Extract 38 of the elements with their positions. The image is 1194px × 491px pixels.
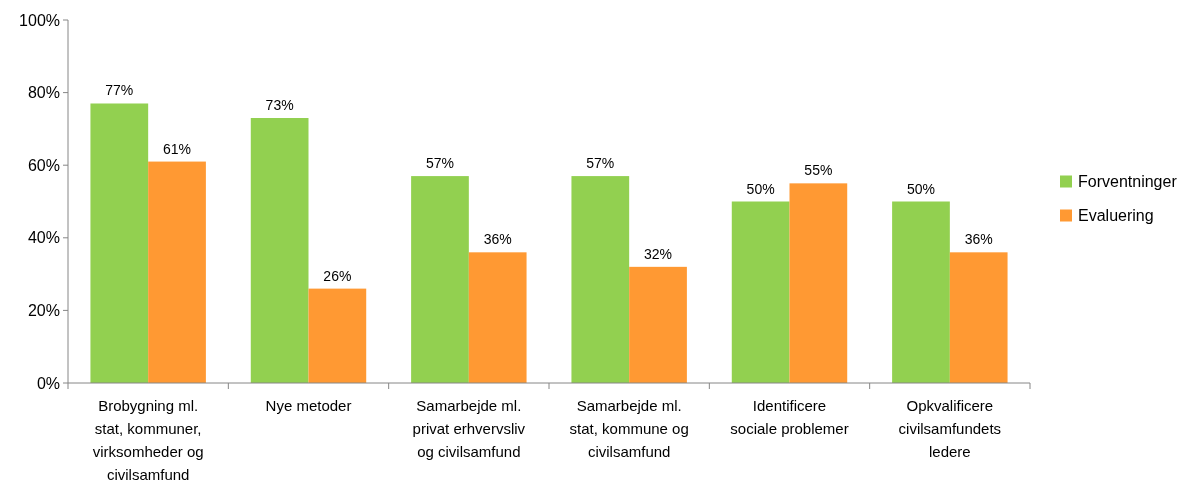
bar xyxy=(148,161,206,383)
data-label: 61% xyxy=(163,140,192,157)
y-tick-label: 60% xyxy=(27,156,60,174)
x-tick-label: Samarbejde ml. privat erhvervsliv og civilsamfund xyxy=(412,397,526,460)
data-label: 50% xyxy=(746,180,775,197)
y-tick-label: 40% xyxy=(27,229,60,247)
bar xyxy=(731,201,790,383)
data-label: 73% xyxy=(265,97,294,114)
data-label: 32% xyxy=(644,245,673,262)
bar xyxy=(629,266,687,383)
data-label: 26% xyxy=(323,267,352,284)
data-label: 57% xyxy=(586,155,615,172)
bar xyxy=(892,201,950,383)
y-tick-label: 80% xyxy=(27,84,60,102)
y-tick-label: 0% xyxy=(36,374,60,392)
bar xyxy=(789,183,848,383)
x-tick-label: Brobygning ml. stat, kommuner, virksomheder og civilsamfund xyxy=(92,397,204,483)
data-label: 50% xyxy=(906,180,935,197)
x-tick-label: Identificere sociale problemer xyxy=(730,397,849,437)
y-tick-label: 20% xyxy=(27,302,60,319)
legend-label: Forventninger xyxy=(1078,173,1178,191)
bar xyxy=(411,176,469,383)
data-label: 36% xyxy=(483,231,512,248)
legend-label: Evaluering xyxy=(1078,207,1154,225)
data-label: 55% xyxy=(804,162,833,179)
bar xyxy=(468,252,527,383)
data-label: 77% xyxy=(105,82,134,99)
bar xyxy=(250,118,309,383)
x-tick-label: Samarbejde ml. stat, kommune og civilsamfund xyxy=(569,397,689,460)
bar xyxy=(308,288,367,383)
data-label: 57% xyxy=(425,155,454,172)
bar xyxy=(90,103,149,383)
x-tick-label: Nye metoder xyxy=(265,397,352,414)
y-tick-label: 100% xyxy=(19,11,60,29)
x-tick-label: Opkvalificere civilsamfundets ledere xyxy=(898,397,1002,460)
bar xyxy=(949,252,1008,383)
bar xyxy=(571,176,630,383)
data-label: 36% xyxy=(964,231,993,248)
